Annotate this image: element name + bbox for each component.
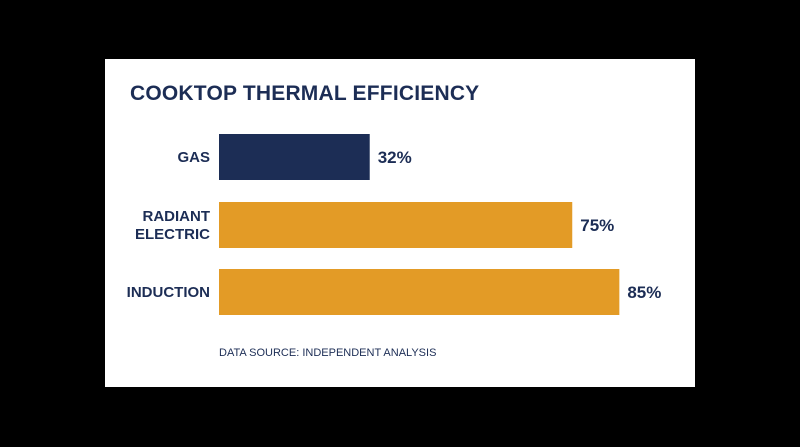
bar-radiant-electric	[219, 202, 573, 248]
category-label: RADIANT ELECTRIC	[135, 208, 210, 243]
category-label-line: ELECTRIC	[135, 226, 210, 243]
chart-title: COOKTOP THERMAL EFFICIENCY	[130, 82, 480, 105]
data-source-note: DATA SOURCE: INDEPENDENT ANALYSIS	[219, 347, 437, 359]
category-label-line: INDUCTION	[127, 284, 210, 301]
value-label: 32%	[378, 148, 412, 167]
category-label: INDUCTION	[127, 284, 210, 301]
category-label-line: RADIANT	[143, 208, 211, 225]
category-label: GAS	[177, 149, 210, 166]
value-label: 75%	[580, 216, 614, 235]
bar-gas	[219, 134, 370, 180]
bar-induction	[219, 269, 620, 315]
value-label: 85%	[627, 283, 661, 302]
category-label-line: GAS	[177, 149, 210, 166]
